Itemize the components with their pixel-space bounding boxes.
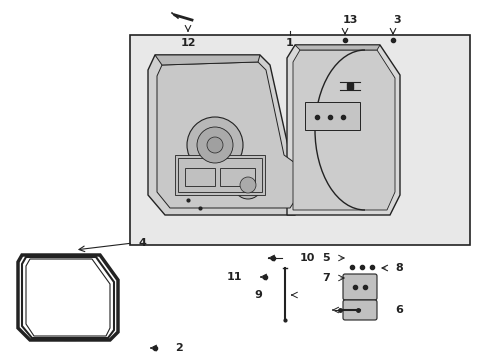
Text: 13: 13 <box>342 15 357 25</box>
Text: 3: 3 <box>392 15 400 25</box>
Text: 1: 1 <box>285 38 293 48</box>
Circle shape <box>197 127 232 163</box>
Polygon shape <box>294 45 379 50</box>
Bar <box>130 35 469 245</box>
Circle shape <box>240 177 256 193</box>
Polygon shape <box>286 45 399 215</box>
Polygon shape <box>292 50 394 210</box>
Text: 10: 10 <box>299 253 315 263</box>
Bar <box>220 168 254 186</box>
Text: 8: 8 <box>394 263 402 273</box>
Circle shape <box>186 117 243 173</box>
Bar <box>175 155 264 195</box>
Text: 4: 4 <box>138 238 145 248</box>
Polygon shape <box>155 55 260 65</box>
Circle shape <box>234 171 262 199</box>
Text: 9: 9 <box>254 290 262 300</box>
Bar <box>184 168 215 186</box>
FancyBboxPatch shape <box>342 300 376 320</box>
Text: 11: 11 <box>226 272 242 282</box>
Text: 7: 7 <box>322 273 329 283</box>
Text: 2: 2 <box>175 343 183 353</box>
Text: 5: 5 <box>322 253 329 263</box>
Bar <box>305 102 359 130</box>
Polygon shape <box>157 62 297 208</box>
Circle shape <box>206 137 223 153</box>
Polygon shape <box>148 55 305 215</box>
FancyBboxPatch shape <box>342 274 376 300</box>
Text: 12: 12 <box>180 38 195 48</box>
Bar <box>178 158 262 192</box>
Text: 6: 6 <box>394 305 402 315</box>
